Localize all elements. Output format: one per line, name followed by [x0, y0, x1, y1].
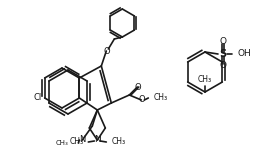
Text: O: O	[220, 38, 226, 46]
Text: S: S	[220, 49, 226, 59]
Text: CH₃: CH₃	[56, 140, 68, 146]
Text: OH: OH	[237, 49, 251, 59]
Text: O: O	[138, 96, 145, 104]
Text: O: O	[103, 46, 110, 55]
Text: CH₃: CH₃	[198, 75, 212, 84]
Text: O: O	[134, 83, 141, 91]
Text: N: N	[94, 135, 101, 145]
Text: N: N	[79, 135, 86, 145]
Text: CH₃: CH₃	[111, 138, 125, 146]
Text: CH₃: CH₃	[69, 138, 83, 146]
Text: O: O	[220, 62, 226, 70]
Text: CH₃: CH₃	[153, 93, 167, 103]
Text: Cl: Cl	[33, 93, 42, 103]
